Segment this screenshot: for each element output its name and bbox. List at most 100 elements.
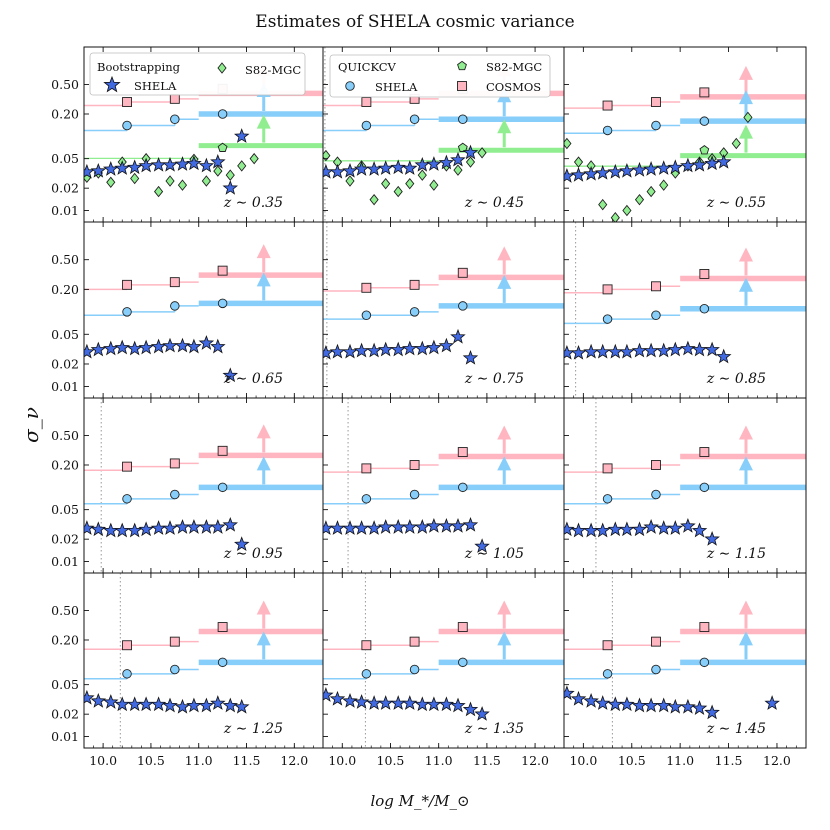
cosmos-arrow-head bbox=[738, 425, 753, 440]
legend-cosmos-label: COSMOS bbox=[486, 80, 541, 94]
x-tick-label: 11.0 bbox=[185, 753, 213, 768]
redshift-label: z ∼ 1.35 bbox=[464, 721, 524, 737]
shela-qcv-marker bbox=[361, 120, 372, 131]
cosmos-marker bbox=[122, 97, 132, 107]
shela-boot-marker bbox=[619, 696, 635, 712]
shela-boot-marker bbox=[162, 337, 178, 353]
x-axis-label: log M_*/M_⊙ bbox=[370, 792, 469, 810]
cosmos-arrow-head bbox=[497, 425, 512, 440]
shela-boot-marker bbox=[643, 161, 659, 176]
cosmos-marker bbox=[361, 282, 372, 293]
y-axis-label: σ_ν bbox=[19, 407, 43, 443]
shela-boot-marker bbox=[414, 519, 430, 534]
shela-boot-marker bbox=[402, 340, 418, 356]
s82-arrow-head bbox=[497, 119, 512, 134]
s82-boot-marker bbox=[731, 137, 741, 150]
cosmos-marker bbox=[699, 268, 710, 279]
y-tick-label: 0.50 bbox=[51, 77, 79, 92]
shela-boot-marker bbox=[564, 685, 575, 701]
shela-qcv-marker bbox=[170, 664, 180, 675]
x-tick-label: 12.0 bbox=[280, 753, 308, 768]
cosmos-arrow-head bbox=[256, 424, 271, 439]
shela-arrow-head bbox=[738, 631, 753, 646]
panel-4: 0.01 0.02 0.05 0.20 0.50 z ∼ 0.65 bbox=[51, 221, 324, 399]
s82-boot-marker bbox=[153, 185, 164, 198]
shela-boot-marker bbox=[366, 695, 382, 710]
shela-boot-marker bbox=[667, 341, 684, 357]
legend-shela-boot-marker bbox=[103, 75, 121, 93]
shela-qcv-marker bbox=[409, 664, 420, 675]
legend-title: QUICKCV bbox=[338, 60, 397, 74]
cosmos-marker bbox=[602, 463, 613, 474]
shela-qcv-marker bbox=[217, 657, 228, 668]
x-tick-label: 12.0 bbox=[521, 753, 549, 768]
shela-boot-marker bbox=[323, 687, 334, 702]
shela-boot-marker bbox=[438, 154, 455, 170]
shela-qcv-marker bbox=[699, 482, 710, 493]
x-tick-label: 10.0 bbox=[328, 753, 356, 768]
x-tick-label: 10.5 bbox=[377, 753, 405, 768]
shela-boot-marker bbox=[716, 348, 732, 364]
shela-boot-marker bbox=[198, 519, 215, 534]
shela-qcv-marker bbox=[699, 657, 710, 668]
y-tick-label: 0.01 bbox=[51, 379, 79, 394]
shela-boot-marker bbox=[401, 695, 418, 710]
shela-boot-marker bbox=[667, 698, 684, 714]
shela-qcv-marker bbox=[458, 301, 468, 311]
shela-boot-marker bbox=[595, 695, 611, 710]
shela-qcv-marker bbox=[651, 664, 661, 675]
shela-boot-marker bbox=[704, 531, 720, 546]
shela-boot-marker bbox=[607, 163, 624, 179]
shela-boot-marker bbox=[426, 339, 442, 355]
shela-boot-marker bbox=[103, 694, 119, 709]
panel-6: z ∼ 0.85 bbox=[563, 221, 807, 399]
redshift-label: z ∼ 0.85 bbox=[706, 371, 766, 387]
shela-qcv-marker bbox=[217, 109, 228, 119]
s82-boot-marker bbox=[659, 179, 669, 191]
cosmos-marker bbox=[699, 447, 710, 457]
y-tick-label: 0.20 bbox=[51, 106, 79, 121]
s82-boot-marker bbox=[622, 204, 632, 217]
shela-boot-marker bbox=[595, 164, 611, 180]
shela-qcv-marker bbox=[602, 494, 613, 504]
shela-boot-marker bbox=[234, 536, 250, 552]
cosmos-marker bbox=[169, 277, 180, 288]
shela-boot-marker bbox=[402, 160, 418, 175]
cosmos-marker bbox=[457, 622, 468, 632]
shela-boot-marker bbox=[84, 343, 95, 359]
shela-arrow-head bbox=[256, 631, 271, 646]
shela-boot-marker bbox=[103, 522, 119, 538]
panel-plot-area bbox=[84, 573, 323, 748]
cosmos-marker bbox=[217, 622, 228, 632]
panel-plot-area bbox=[323, 222, 564, 398]
x-tick-label: 11.5 bbox=[473, 753, 501, 768]
shela-boot-marker bbox=[691, 341, 708, 357]
shela-boot-marker bbox=[643, 519, 659, 534]
shela-boot-marker bbox=[462, 349, 479, 365]
shela-boot-marker bbox=[691, 522, 708, 538]
shela-qcv-marker bbox=[122, 120, 132, 131]
shela-boot-marker bbox=[222, 180, 238, 195]
s82-boot-marker bbox=[106, 176, 116, 189]
shela-qcv-marker bbox=[170, 301, 180, 311]
cosmos-marker bbox=[602, 100, 613, 111]
shela-boot-marker bbox=[390, 695, 406, 710]
y-tick-label: 0.02 bbox=[51, 707, 79, 722]
shela-boot-marker bbox=[438, 696, 455, 712]
x-tick-label: 11.5 bbox=[715, 753, 743, 768]
shela-boot-marker bbox=[366, 520, 382, 535]
shela-boot-marker bbox=[342, 520, 358, 535]
shela-qcv-marker bbox=[170, 489, 180, 500]
cosmos-marker bbox=[217, 445, 228, 456]
s82-qcv-marker bbox=[699, 145, 710, 155]
y-tick-label: 0.50 bbox=[51, 252, 79, 267]
shela-boot-marker bbox=[570, 344, 587, 360]
shela-boot-marker bbox=[84, 520, 95, 535]
panel-frame bbox=[322, 221, 565, 399]
panel-plot-area bbox=[564, 65, 806, 222]
shela-arrow-head bbox=[738, 456, 753, 471]
shela-boot-marker bbox=[390, 341, 406, 357]
shela-boot-marker bbox=[607, 521, 624, 537]
s82-qcv-marker bbox=[457, 142, 468, 152]
legend-shela-qcv-marker bbox=[345, 81, 355, 91]
